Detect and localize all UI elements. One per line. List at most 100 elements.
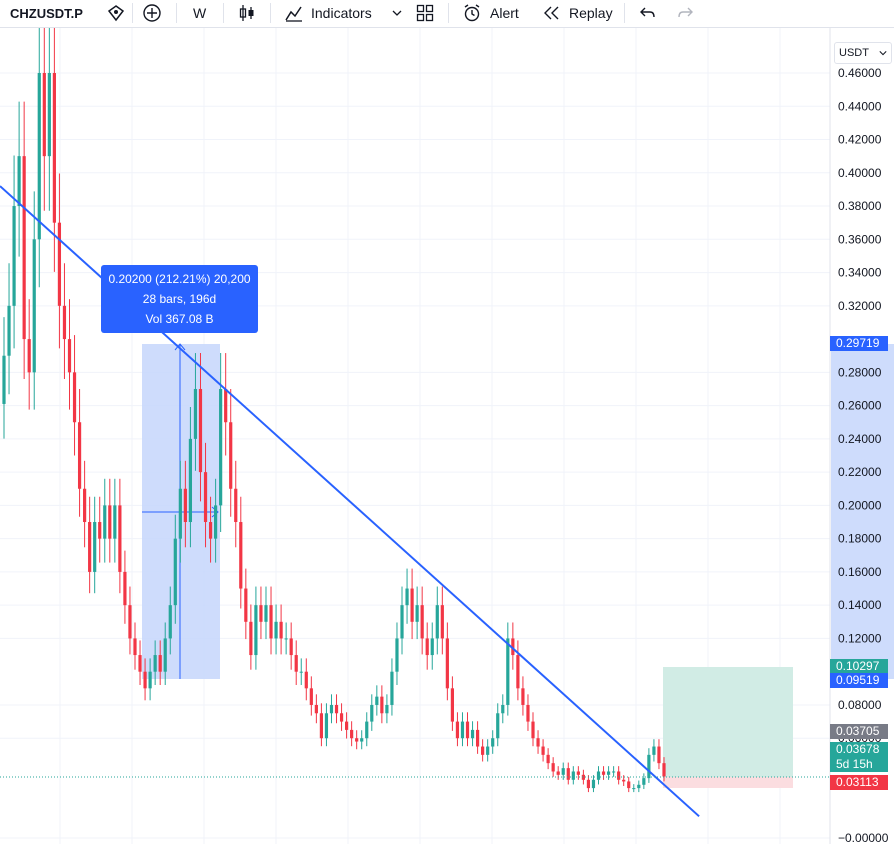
redo-icon[interactable] <box>676 3 694 23</box>
candle-body <box>133 638 137 656</box>
candle-body <box>42 73 46 157</box>
candle-body <box>511 638 515 656</box>
candle-body <box>229 422 233 489</box>
price-tick-label: 0.16000 <box>838 565 882 579</box>
candle-body <box>52 73 56 223</box>
candle-body <box>596 771 601 780</box>
currency-selector[interactable]: USDT <box>834 42 892 64</box>
candle-body <box>531 721 535 739</box>
candle-body <box>344 721 349 730</box>
add-symbol-icon[interactable] <box>142 3 162 23</box>
candle-body <box>198 388 203 473</box>
candle-body <box>370 704 374 722</box>
candle-body <box>501 704 505 714</box>
candle-body <box>652 746 656 755</box>
candle-body <box>224 388 228 423</box>
replay-button[interactable]: Replay <box>543 3 613 23</box>
candle-body <box>581 774 585 780</box>
candle-body <box>83 488 87 523</box>
candle-body <box>113 505 117 539</box>
candle-body <box>264 605 268 622</box>
candle-body <box>309 688 313 705</box>
candle-body <box>148 671 152 689</box>
candle-body <box>632 788 636 790</box>
candle-body <box>420 605 424 639</box>
candle-body <box>606 771 611 775</box>
candle-body <box>163 638 167 672</box>
candle-body <box>450 688 454 722</box>
target-zone[interactable] <box>663 667 793 777</box>
candle-body <box>37 73 41 240</box>
candle-body <box>108 505 112 539</box>
candle-body <box>541 746 545 755</box>
candle-body <box>617 771 621 780</box>
candle-body <box>239 522 243 589</box>
indicators-icon <box>285 6 302 22</box>
candle-body <box>17 156 21 207</box>
candle-body <box>219 388 223 506</box>
candle-body <box>435 605 439 639</box>
candle-body <box>496 713 500 739</box>
price-tick-label: 0.14000 <box>838 598 882 612</box>
price-tick-label: −0.00000 <box>838 831 889 844</box>
candle-body <box>77 422 82 489</box>
candle-body <box>304 671 308 689</box>
candle-body <box>400 605 404 639</box>
candle-body <box>380 696 384 714</box>
candle-body <box>460 721 465 739</box>
price-chart[interactable]: 0.46000 0.44000 0.42000 0.40000 0.38000 0.360… <box>0 11 894 845</box>
measure-tooltip: 0.20200 (212.21%) 20,200 28 bars, 196d V… <box>101 265 258 333</box>
stop-price-label: 0.03113 <box>830 775 888 790</box>
candle-body <box>521 688 525 705</box>
candle-body <box>193 388 198 439</box>
candle-body <box>365 721 369 739</box>
candle-body <box>314 704 318 714</box>
candle-body <box>410 588 414 622</box>
candle-body <box>662 763 666 777</box>
candle-body <box>153 655 157 672</box>
price-tick-label: 0.32000 <box>838 299 882 313</box>
chart-pane[interactable]: 0.46000 0.44000 0.42000 0.40000 0.38000 0.360… <box>0 11 894 845</box>
price-tick-label: 0.26000 <box>838 399 882 413</box>
candle-body <box>67 339 72 373</box>
undo-icon[interactable] <box>639 3 657 23</box>
currency-label: USDT <box>839 47 869 59</box>
chart-type-candles-icon[interactable] <box>238 3 256 23</box>
price-tick-label: 0.24000 <box>838 432 882 446</box>
candle-body <box>7 305 11 356</box>
candle-body <box>571 771 575 780</box>
candle-body <box>465 721 470 739</box>
candle-body <box>390 671 394 705</box>
rewind-icon <box>544 6 559 20</box>
candles <box>2 11 666 793</box>
candle-body <box>234 488 238 523</box>
candle-body <box>481 746 485 755</box>
price-tick-label: 0.08000 <box>838 698 882 712</box>
candle-body <box>415 605 419 622</box>
candle-body <box>123 571 127 606</box>
interval-button[interactable]: W <box>193 3 206 23</box>
symbol-search-button[interactable]: CHZUSDT.P <box>10 3 83 23</box>
interval-label: W <box>193 5 207 21</box>
candle-body <box>178 488 182 539</box>
measure-bars: 28 bars, 196d <box>142 292 217 306</box>
measure-volume: Vol 367.08 B <box>145 312 214 326</box>
candle-body <box>612 771 616 773</box>
candle-body <box>375 696 379 705</box>
stop-zone[interactable] <box>663 777 793 788</box>
indicators-button[interactable]: Indicators <box>284 3 402 23</box>
candle-body <box>32 239 36 373</box>
compare-icon[interactable] <box>106 3 126 23</box>
layouts-grid-icon[interactable] <box>416 3 434 23</box>
candle-body <box>546 754 550 764</box>
candle-body <box>536 738 540 747</box>
candle-body <box>183 488 187 523</box>
candle-body <box>506 638 510 705</box>
candle-body <box>591 779 596 789</box>
price-tick-label: 0.12000 <box>838 631 882 645</box>
candle-body <box>657 746 661 764</box>
price-tick-label: 0.40000 <box>838 166 882 180</box>
alert-button[interactable]: Alert <box>462 3 519 23</box>
price-tick-label: 0.22000 <box>838 465 882 479</box>
candle-body <box>405 588 409 606</box>
